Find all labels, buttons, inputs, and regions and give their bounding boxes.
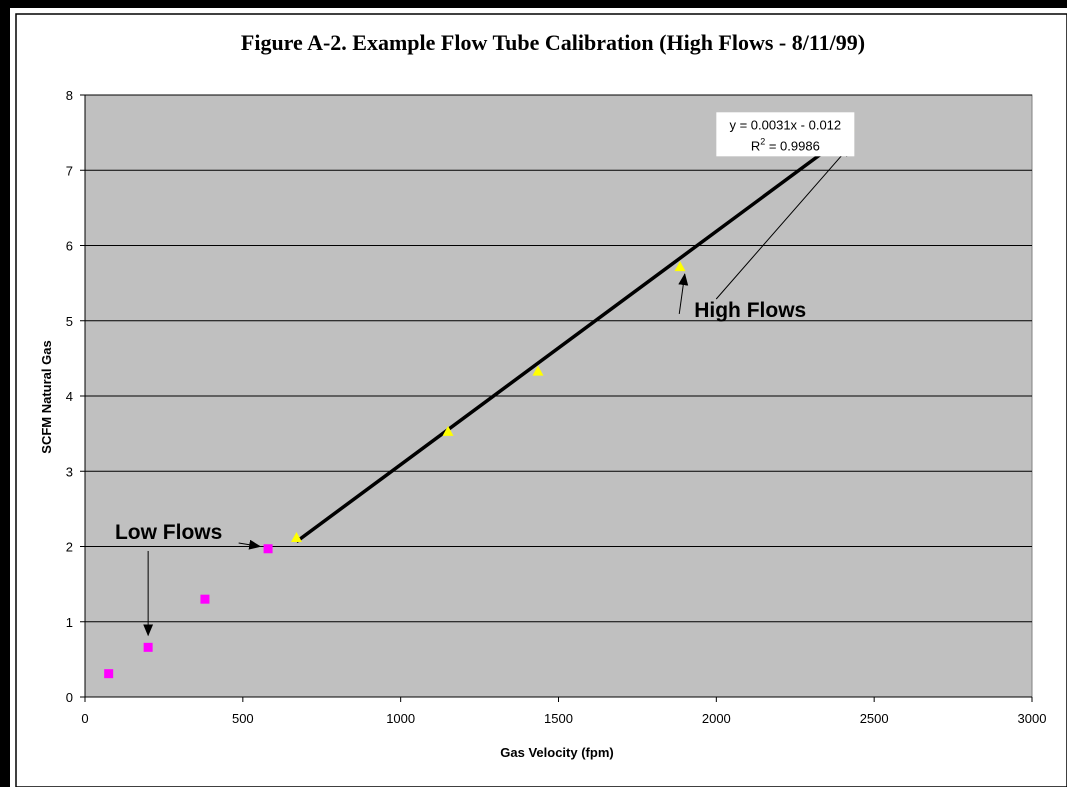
y-tick-label: 8 xyxy=(66,88,73,103)
trendline xyxy=(295,131,850,544)
low-flows-label: Low Flows xyxy=(115,521,222,544)
y-tick-label: 1 xyxy=(66,615,73,630)
annotations: High Flows Low Flows y = 0.0031x - 0.012 R2… xyxy=(115,112,855,637)
x-tick-label: 1500 xyxy=(544,711,573,726)
low-flow-point xyxy=(104,669,114,679)
y-axis-title: SCFM Natural Gas xyxy=(39,340,54,453)
high-flow-point xyxy=(532,365,544,376)
x-tick-label: 500 xyxy=(232,711,254,726)
trendline-r-squared: R2 = 0.9986 xyxy=(751,136,820,153)
y-tick-label: 7 xyxy=(66,163,73,178)
x-tick-label: 0 xyxy=(81,711,88,726)
x-tick-label: 3000 xyxy=(1018,711,1047,726)
r-squared-value: = 0.9986 xyxy=(765,138,820,153)
x-tick-label: 2000 xyxy=(702,711,731,726)
axes: 0 1 2 3 4 5 6 7 8 0 500 1000 1500 2000 2500 3000 xyxy=(66,88,1047,726)
y-tick-label: 0 xyxy=(66,690,73,705)
y-tick-label: 4 xyxy=(66,389,73,404)
low-flow-point xyxy=(200,594,210,604)
high-flow-point xyxy=(674,261,686,272)
high-flow-point xyxy=(290,531,302,542)
high-flows-arrow xyxy=(678,273,689,315)
high-flows-arrow xyxy=(715,144,852,300)
gridlines xyxy=(85,94,1032,623)
x-tick-label: 2500 xyxy=(860,711,889,726)
trendline-equation: y = 0.0031x - 0.012 xyxy=(729,117,841,132)
low-flows-arrow xyxy=(238,539,262,550)
x-axis-title: Gas Velocity (fpm) xyxy=(500,745,613,760)
frame-top-border xyxy=(0,0,1067,8)
trendline-group xyxy=(295,131,850,544)
frame-left-border xyxy=(0,0,10,787)
low-flow-point xyxy=(143,642,153,652)
x-tick-label: 1000 xyxy=(386,711,415,726)
y-tick-label: 3 xyxy=(66,464,73,479)
trendline-label-box xyxy=(716,112,855,157)
r-squared-superscript: 2 xyxy=(760,136,765,146)
chart-title: Figure A-2. Example Flow Tube Calibratio… xyxy=(241,30,865,55)
y-tick-label: 5 xyxy=(66,314,73,329)
high-flows-label: High Flows xyxy=(694,299,806,322)
high-flow-point xyxy=(442,425,454,436)
y-tick-label: 6 xyxy=(66,239,73,254)
low-flow-point xyxy=(263,544,273,554)
r-squared-label: R xyxy=(751,138,760,153)
y-tick-label: 2 xyxy=(66,540,73,555)
